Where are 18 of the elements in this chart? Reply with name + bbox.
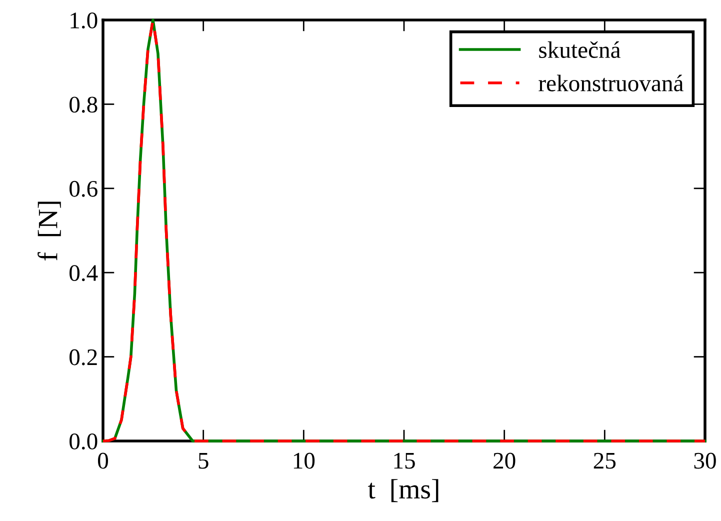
legend-label: skutečná [539,41,620,58]
x-axis-title: t [ms] [368,479,438,502]
y-tick-label: 0.0 [70,433,98,450]
line-series [102,18,706,442]
x-tick-label: 30 [694,452,716,469]
x-tick-label: 5 [198,453,208,469]
y-tick-label: 1.0 [70,12,98,29]
x-tick-label: 20 [494,452,516,469]
y-axis-title: f [N] [38,202,61,260]
y-tick-label: 0.8 [70,96,98,113]
y-tick-label: 0.2 [70,349,97,366]
y-tick-label: 0.6 [70,180,98,197]
legend-label: rekonstruovaná [538,74,684,92]
x-tick-label: 25 [594,452,616,469]
x-tick-label: 10 [294,452,315,469]
x-tick-label: 15 [394,452,415,469]
y-tick-label: 0.4 [70,265,98,282]
x-tick-label: 0 [98,452,108,469]
